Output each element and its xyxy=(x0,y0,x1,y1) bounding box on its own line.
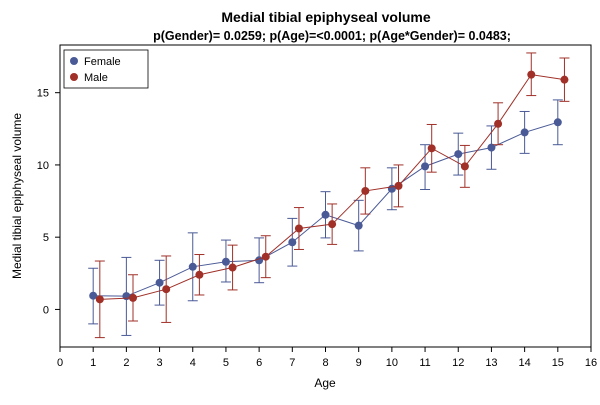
data-point-male xyxy=(427,144,436,153)
x-tick-label: 16 xyxy=(585,357,597,369)
data-point-female xyxy=(454,150,463,159)
data-point-male xyxy=(560,75,569,84)
x-tick-label: 0 xyxy=(57,357,63,369)
data-point-male xyxy=(162,285,171,294)
x-tick-label: 12 xyxy=(452,357,464,369)
y-tick-label: 5 xyxy=(43,232,49,244)
legend-marker-female xyxy=(70,57,78,65)
data-point-female xyxy=(553,118,562,127)
data-point-male xyxy=(228,263,237,272)
x-tick-label: 15 xyxy=(552,357,564,369)
x-tick-label: 10 xyxy=(386,357,398,369)
data-point-female xyxy=(221,257,230,266)
x-tick-label: 9 xyxy=(356,357,362,369)
x-axis: 0 1 2 3 4 5 6 7 8 9 10 11 12 13 14 15 16 xyxy=(57,347,597,369)
x-tick-label: 8 xyxy=(322,357,328,369)
legend-marker-male xyxy=(70,73,78,81)
data-point-male xyxy=(95,295,104,304)
x-tick-label: 2 xyxy=(123,357,129,369)
x-tick-label: 3 xyxy=(157,357,163,369)
data-point-male xyxy=(494,119,503,128)
data-point-female xyxy=(188,262,197,271)
y-axis: 0 5 10 15 xyxy=(37,88,60,316)
x-tick-label: 1 xyxy=(90,357,96,369)
legend-label-male: Male xyxy=(84,72,108,84)
data-point-male xyxy=(527,70,536,79)
data-point-male xyxy=(294,224,303,233)
data-point-male xyxy=(460,162,469,171)
data-point-female xyxy=(520,128,529,137)
data-point-male xyxy=(328,220,337,229)
data-point-male xyxy=(261,252,270,261)
y-tick-label: 15 xyxy=(37,88,49,100)
data-point-female xyxy=(288,238,297,247)
legend-box xyxy=(63,49,149,89)
x-tick-label: 6 xyxy=(256,357,262,369)
data-point-female xyxy=(89,291,98,300)
legend: Female Male xyxy=(63,49,149,89)
y-tick-label: 0 xyxy=(43,304,49,316)
x-tick-label: 14 xyxy=(519,357,531,369)
data-point-female xyxy=(354,221,363,230)
series-female xyxy=(88,99,563,336)
x-axis-label: Age xyxy=(314,376,336,390)
x-tick-label: 4 xyxy=(190,357,196,369)
x-tick-label: 13 xyxy=(485,357,497,369)
data-point-female xyxy=(321,210,330,219)
data-point-female xyxy=(421,162,430,171)
data-point-male xyxy=(394,181,403,190)
data-point-male xyxy=(361,186,370,195)
x-tick-label: 5 xyxy=(223,357,229,369)
chart-title: Medial tibial epiphyseal volume xyxy=(221,9,430,25)
legend-label-female: Female xyxy=(84,56,121,68)
chart-subtitle: p(Gender)= 0.0259; p(Age)=<0.0001; p(Age… xyxy=(153,29,511,43)
series-layer xyxy=(88,52,570,339)
data-point-female xyxy=(155,278,164,287)
data-point-male xyxy=(129,293,138,302)
x-tick-label: 11 xyxy=(419,357,430,369)
data-point-female xyxy=(487,143,496,152)
y-axis-label: Medial tibial epiphyseal volume xyxy=(10,113,24,279)
series-male xyxy=(94,52,570,339)
x-tick-label: 7 xyxy=(289,357,295,369)
data-point-male xyxy=(195,270,204,279)
y-tick-label: 10 xyxy=(37,160,49,172)
